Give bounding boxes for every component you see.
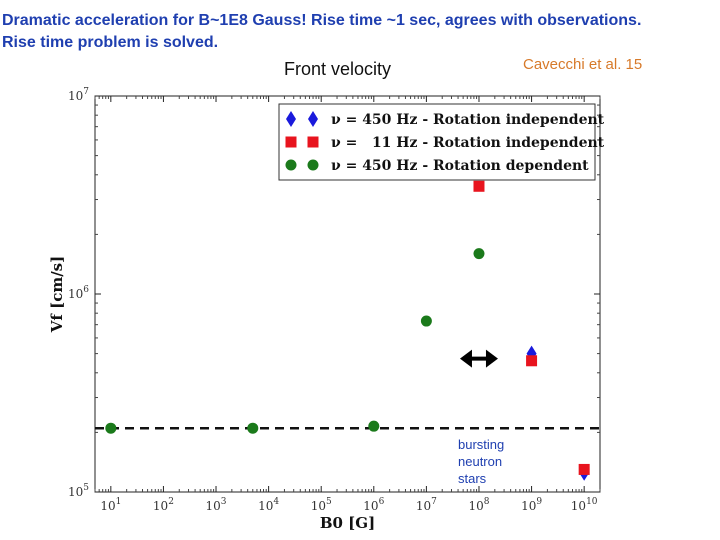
data-point-circle xyxy=(247,422,259,434)
x-tick-label: 105 xyxy=(311,497,332,513)
x-tick-label: 1010 xyxy=(571,497,598,513)
x-tick-label: 108 xyxy=(468,497,489,513)
annotation-line: bursting xyxy=(458,437,505,452)
range-arrow-head-left xyxy=(459,349,472,368)
headline: Dramatic acceleration for B~1E8 Gauss! R… xyxy=(2,10,718,54)
y-tick-label: 105 xyxy=(68,483,89,499)
legend-marker-circle xyxy=(307,159,319,171)
headline-line-2: Rise time problem is solved. xyxy=(2,34,219,51)
data-point-square xyxy=(473,180,485,192)
legend-label: ν = 11 Hz - Rotation independent xyxy=(331,135,605,151)
y-axis-label: Vf [cm/s] xyxy=(48,256,66,333)
data-point-square xyxy=(526,355,538,367)
series-square xyxy=(473,180,590,475)
annotation-bursting-neutron-stars: bursting neutron stars xyxy=(458,436,504,487)
data-point-circle xyxy=(473,248,485,260)
x-tick-label: 101 xyxy=(100,497,121,513)
headline-line-1: Dramatic acceleration for B~1E8 Gauss! R… xyxy=(2,12,642,29)
data-point-square xyxy=(578,463,590,475)
x-tick-label: 109 xyxy=(521,497,542,513)
legend-marker-square xyxy=(285,136,297,148)
series-circle xyxy=(105,248,485,434)
data-point-circle xyxy=(368,420,380,432)
legend-box xyxy=(278,103,596,181)
x-tick-label: 106 xyxy=(363,497,384,513)
y-tick-label: 107 xyxy=(68,87,89,103)
range-arrow-head-right xyxy=(485,349,498,368)
data-point-circle xyxy=(420,315,432,327)
legend-marker-circle xyxy=(285,159,297,171)
data-point-circle xyxy=(105,422,117,434)
x-tick-label: 104 xyxy=(258,497,279,513)
legend-marker-square xyxy=(307,136,319,148)
x-tick-label: 102 xyxy=(153,497,174,513)
x-axis-label: B0 [G] xyxy=(320,514,375,532)
legend-marker-diamond xyxy=(286,111,296,127)
x-tick-label: 107 xyxy=(416,497,437,513)
annotation-line: stars xyxy=(458,471,487,486)
citation: Cavecchi et al. 15 xyxy=(523,56,643,73)
legend-marker-diamond xyxy=(308,111,318,127)
chart-subtitle: Front velocity xyxy=(284,59,392,79)
legend-label: ν = 450 Hz - Rotation dependent xyxy=(331,158,589,174)
x-tick-label: 103 xyxy=(206,497,227,513)
legend-label: ν = 450 Hz - Rotation independent xyxy=(331,112,605,128)
annotation-line: neutron xyxy=(458,454,503,469)
y-tick-label: 106 xyxy=(68,285,89,301)
